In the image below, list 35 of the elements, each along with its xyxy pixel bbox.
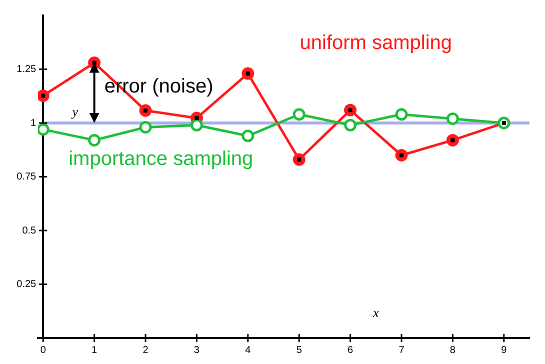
point <box>395 149 408 162</box>
x-tick-label: 8 <box>450 344 456 356</box>
x-axis-title: x <box>372 304 380 320</box>
point <box>38 123 50 136</box>
point <box>139 121 152 134</box>
x-tick-label: 9 <box>501 344 508 356</box>
x-tick-label: 3 <box>194 344 200 356</box>
point <box>242 67 254 80</box>
x-tick-label: 7 <box>398 344 405 356</box>
x-tick-label: 0 <box>40 344 46 356</box>
point <box>242 130 254 142</box>
x-tick-label: 2 <box>142 344 149 356</box>
point <box>38 89 50 102</box>
x-tick-label: 4 <box>245 344 252 356</box>
point <box>292 153 306 166</box>
x-tick-label: 5 <box>296 344 302 356</box>
text: uniform sampling <box>300 32 452 54</box>
point <box>139 104 152 117</box>
ref-line-label: y <box>70 104 78 119</box>
point <box>395 108 408 121</box>
point <box>190 118 203 132</box>
y-tick-label: 0.75 <box>16 172 37 182</box>
point <box>88 134 101 146</box>
y-tick-label: 1 <box>30 118 37 129</box>
point <box>344 118 357 132</box>
point <box>446 112 459 125</box>
point <box>292 108 306 121</box>
x-tick-label: 6 <box>348 344 354 356</box>
point <box>344 104 357 116</box>
series-label: importance sampling <box>68 148 254 170</box>
y-tick-label: 0.25 <box>16 279 37 290</box>
y-tick-label: 0.5 <box>22 225 37 236</box>
x-tick-label: 1 <box>92 344 98 356</box>
y-tick-label: 1.25 <box>16 64 37 75</box>
point <box>446 134 459 146</box>
